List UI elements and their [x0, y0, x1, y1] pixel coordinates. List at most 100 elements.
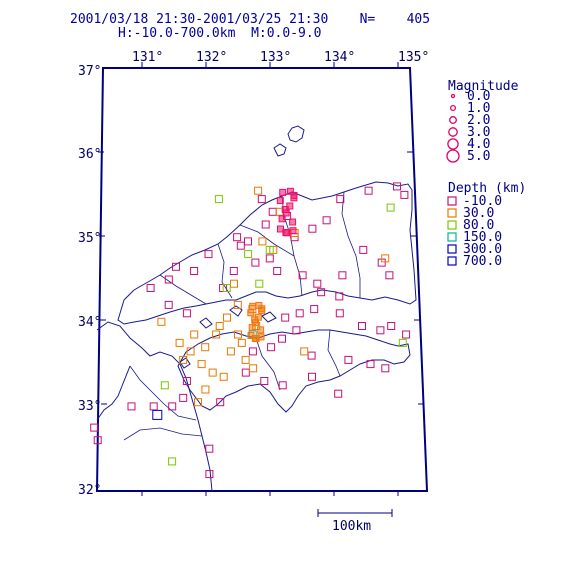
- legend-depth-label: 300.0: [463, 242, 502, 257]
- header-magnitude-range: M:0.0-9.0: [251, 26, 322, 41]
- coastline-honshu: [117, 181, 417, 325]
- header-period-line: 2001/03/18 21:30-2001/03/25 21:30 N= 405: [70, 13, 430, 27]
- legend-magnitude-symbol: [448, 127, 458, 137]
- event-marker: [278, 334, 286, 343]
- legend-magnitude-symbol: [450, 93, 456, 99]
- event-marker: [387, 322, 396, 330]
- event-marker: [93, 436, 102, 445]
- event-marker: [251, 258, 260, 267]
- cluster-event-marker: [257, 326, 265, 334]
- legend-magnitude-label: 4.0: [467, 137, 490, 152]
- event-marker: [164, 275, 173, 284]
- event-marker: [190, 267, 199, 275]
- header-range-line: H:-10.0-700.0km M:0.0-9.0: [118, 27, 322, 41]
- coastline-group: [96, 125, 417, 492]
- event-marker: [298, 271, 307, 280]
- event-marker: [300, 347, 309, 356]
- event-marker: [172, 262, 180, 271]
- legend-magnitude: 0.01.02.03.04.05.0: [446, 89, 490, 164]
- event-marker: [261, 220, 270, 229]
- event-marker: [241, 355, 250, 364]
- legend-magnitude-label: 0.0: [467, 89, 490, 104]
- event-marker: [201, 385, 210, 394]
- event-marker: [322, 216, 331, 225]
- header-count-label: N=: [359, 12, 376, 27]
- event-marker: [295, 309, 304, 318]
- event-marker: [212, 330, 221, 339]
- event-marker: [204, 250, 213, 259]
- event-marker: [237, 338, 246, 347]
- event-marker: [265, 254, 274, 263]
- event-marker: [215, 322, 224, 330]
- event-marker: [244, 237, 252, 246]
- event-marker: [364, 186, 373, 195]
- event-marker: [265, 245, 274, 254]
- event-marker: [402, 330, 411, 339]
- event-marker: [358, 322, 366, 330]
- event-marker: [281, 313, 290, 322]
- events-layer: [90, 182, 411, 479]
- legend-depth-symbol: [447, 244, 457, 254]
- event-marker: [338, 271, 347, 280]
- event-marker: [208, 368, 217, 377]
- cluster-event-marker: [290, 191, 298, 199]
- event-marker: [222, 284, 231, 292]
- cluster-event-marker: [289, 227, 297, 235]
- event-marker: [149, 402, 158, 411]
- event-marker: [248, 347, 257, 356]
- lon-label-135: 135°: [398, 50, 429, 65]
- event-marker: [254, 186, 263, 195]
- scale-bar-label: 100km: [332, 519, 371, 534]
- cluster-event-marker: [282, 209, 290, 217]
- event-marker: [234, 330, 242, 339]
- event-marker: [157, 317, 166, 326]
- tick-marks: [98, 62, 424, 496]
- latitude-labels: 37° 36° 35° 34° 33° 32°: [78, 64, 101, 498]
- event-marker: [393, 182, 401, 191]
- event-marker: [223, 313, 231, 322]
- event-marker: [317, 288, 326, 297]
- event-marker: [190, 330, 199, 339]
- event-marker: [205, 470, 214, 479]
- header-period: 2001/03/18 21:30-2001/03/25 21:30: [70, 12, 329, 27]
- event-marker: [201, 343, 210, 352]
- event-marker: [146, 284, 155, 292]
- cluster-event-marker: [289, 218, 297, 226]
- legend-depth-title: Depth (km): [448, 181, 526, 196]
- event-marker: [381, 254, 390, 263]
- lat-label-36: 36°: [78, 147, 101, 162]
- event-marker: [244, 250, 253, 259]
- cluster-event-marker: [278, 215, 286, 223]
- event-marker: [194, 398, 202, 407]
- event-marker: [366, 360, 375, 369]
- event-marker: [160, 381, 169, 390]
- event-marker: [344, 355, 353, 364]
- event-marker: [175, 338, 184, 347]
- event-marker: [398, 338, 407, 347]
- event-marker: [236, 241, 245, 250]
- event-marker: [233, 300, 242, 309]
- event-marker: [260, 377, 269, 385]
- event-marker: [376, 326, 385, 335]
- event-marker: [216, 398, 225, 407]
- event-marker: [386, 203, 395, 212]
- event-marker: [179, 355, 188, 364]
- event-marker: [182, 309, 191, 318]
- coastline-seto-islands: [179, 305, 277, 369]
- event-marker: [255, 279, 264, 288]
- event-marker: [152, 409, 163, 420]
- cluster-event-marker: [257, 333, 265, 341]
- event-marker: [307, 351, 316, 360]
- cluster-event-marker: [251, 334, 259, 342]
- lon-label-134: 134°: [324, 50, 355, 65]
- coastline-oki: [273, 125, 305, 157]
- event-marker: [168, 457, 177, 466]
- legend-depth-symbol: [447, 196, 457, 206]
- legend-magnitude-symbol: [447, 138, 459, 150]
- lat-label-37: 37°: [78, 64, 101, 79]
- legend-depth-symbol: [447, 256, 457, 266]
- legend-magnitude-label: 2.0: [467, 113, 490, 128]
- legend-magnitude-symbol: [449, 116, 457, 124]
